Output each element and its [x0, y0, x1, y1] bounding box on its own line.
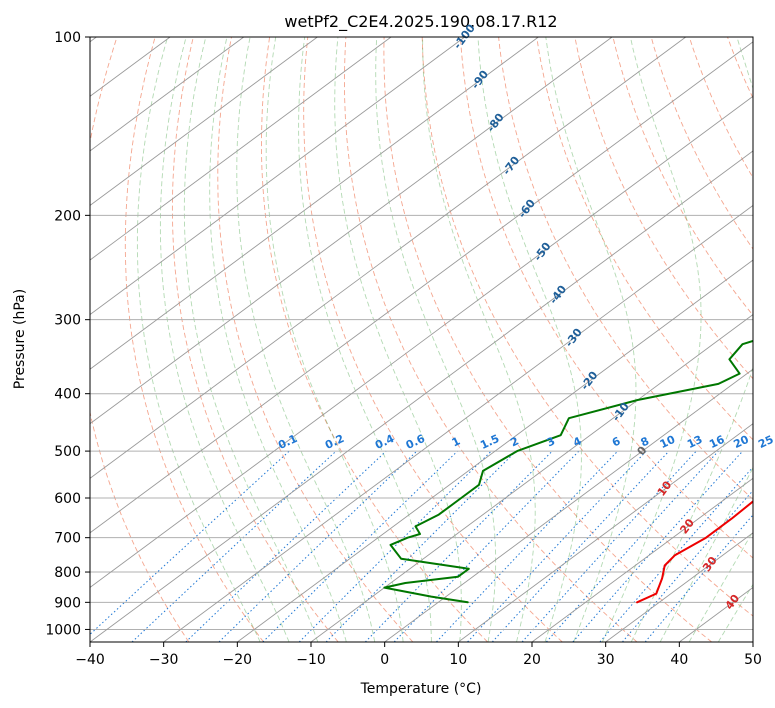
moist-adiabat-line: [717, 583, 753, 642]
moist-adiabat-line: [477, 37, 582, 642]
y-tick-label: 400: [54, 387, 81, 403]
dry-adiabat-line: [217, 37, 414, 642]
x-tick-label: 0: [380, 652, 389, 668]
moist-adiabat-line: [209, 37, 347, 642]
chart-title: wetPf2_C2E4.2025.190.08.17.R12: [284, 12, 557, 32]
mixing-ratio-line: [325, 450, 517, 642]
mixing-ratio-label: 20: [732, 433, 752, 451]
moist-adiabat-line: [159, 37, 290, 642]
moist-adiabat-line: [334, 37, 462, 642]
mixing-ratio-line: [262, 450, 458, 642]
y-axis: 100 200 300 400 500 600 700 800 900 1000: [45, 30, 90, 638]
mixing-ratio-line: [218, 450, 418, 642]
mixing-ratio-label: 16: [707, 433, 727, 451]
y-tick-label: 100: [54, 30, 81, 46]
mixing-ratio-line: [545, 450, 719, 642]
moist-adiabat-line: [630, 37, 753, 642]
moist-adiabat-line: [688, 530, 753, 642]
mixing-ratio-label: 10: [658, 433, 678, 451]
plot-frame: [89, 36, 754, 643]
mixing-ratio-line: [436, 450, 619, 642]
dewpoint-line: [383, 339, 753, 604]
mixing-ratio-line: [521, 450, 697, 642]
dry-adiabat-line: [303, 37, 563, 642]
isotherm-line: [605, 532, 753, 642]
x-tick-label: 30: [597, 652, 615, 668]
isotherm-line: [90, 37, 613, 425]
mixing-ratio-label: 25: [756, 433, 775, 451]
isotherm-line: [90, 37, 539, 370]
y-tick-label: 700: [54, 531, 81, 547]
moist-adiabats: [136, 37, 753, 642]
moist-adiabat-line: [236, 37, 376, 642]
x-tick-label: −40: [75, 652, 105, 668]
x-tick-label: 50: [744, 652, 762, 668]
isotherm-line: [310, 314, 753, 642]
mixing-ratio-label: 13: [685, 433, 704, 451]
moist-adiabat-line: [265, 37, 404, 642]
isotherm-line: [752, 641, 753, 642]
x-tick-label: −10: [296, 652, 326, 668]
moist-adiabat-line: [136, 37, 261, 642]
dry-adiabat-line: [90, 37, 190, 642]
x-tick-label: 10: [449, 652, 467, 668]
y-tick-label: 500: [54, 444, 81, 460]
dry-adiabat-line: [536, 37, 753, 441]
x-axis: −40 −30 −20 −10 0 10 20 30 40 50: [75, 642, 762, 668]
mixing-ratio-line: [185, 450, 387, 642]
moist-adiabat-line: [298, 37, 432, 642]
dry-adiabat-line: [344, 37, 638, 642]
isotherm-line: [163, 204, 753, 642]
isotherm-line: [90, 41, 753, 534]
dry-adiabat-line: [650, 37, 753, 250]
x-tick-label: 40: [670, 652, 688, 668]
x-tick-label: 20: [523, 652, 541, 668]
moist-adiabat-line: [183, 37, 319, 642]
dry-adiabat-line: [171, 37, 339, 642]
isotherm-line: [237, 259, 753, 642]
dry-adiabat-line: [261, 37, 488, 642]
moist-adiabat-line: [601, 37, 702, 642]
series-lines: [383, 339, 753, 604]
mixing-ratio-line: [491, 450, 670, 642]
mixing-ratio-line: [572, 450, 744, 642]
y-tick-label: 800: [54, 565, 81, 581]
dry-adiabat-line: [459, 37, 753, 559]
dry-adiabat-line: [766, 37, 775, 642]
x-tick-label: −30: [149, 652, 179, 668]
isotherm-line: [90, 150, 753, 642]
mixing-ratio-line: [298, 450, 492, 642]
temperature-line: [636, 500, 753, 604]
isotherm-line: [384, 368, 753, 642]
isotherm-line: [90, 37, 392, 261]
dry-adiabat-line: [383, 37, 712, 642]
y-tick-label: 1000: [45, 622, 81, 638]
dry-adiabat-line: [421, 37, 753, 617]
isotherms: [90, 37, 753, 642]
dry-adiabat-line: [688, 37, 753, 179]
isotherm-line: [90, 37, 466, 316]
dry-adiabat-line: [612, 37, 753, 317]
y-axis-label: Pressure (hPa): [12, 289, 28, 389]
isotherm-line: [458, 423, 753, 642]
y-tick-label: 600: [54, 491, 81, 507]
x-tick-label: −20: [223, 652, 253, 668]
y-tick-label: 200: [54, 208, 81, 224]
isotherm-line: [90, 95, 753, 588]
y-tick-label: 900: [54, 595, 81, 611]
isotherm-line: [90, 37, 245, 152]
moist-adiabat-line: [375, 37, 497, 642]
isotherm-line: [90, 37, 687, 479]
isotherm-line: [531, 477, 753, 642]
y-tick-label: 300: [54, 313, 81, 329]
moist-adiabat-line: [422, 37, 536, 642]
plot-area: [90, 37, 753, 642]
x-axis-label: Temperature (°C): [360, 681, 482, 697]
isotherm-line: [90, 37, 318, 207]
